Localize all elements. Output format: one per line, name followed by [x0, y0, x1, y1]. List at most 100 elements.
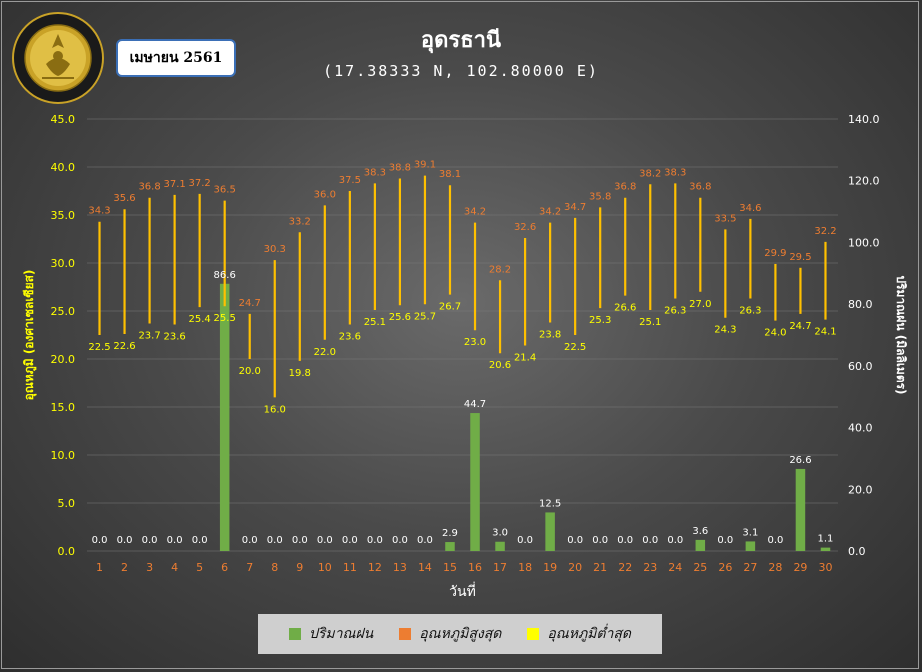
x-axis-title: วันที่ — [449, 582, 476, 600]
x-tick-label: 11 — [343, 561, 357, 574]
legend-swatch-rain — [288, 628, 301, 640]
rain-label: 0.0 — [317, 535, 333, 546]
chart-title: อุดรธานี — [420, 28, 502, 53]
min-temp-label: 23.6 — [163, 331, 185, 342]
max-temp-label: 34.2 — [464, 207, 486, 218]
rain-label: 0.0 — [392, 535, 408, 546]
x-tick-label: 19 — [543, 561, 557, 574]
rain-label: 0.0 — [292, 535, 308, 546]
y-left-tick-label: 40.0 — [51, 161, 76, 174]
max-temp-label: 36.0 — [314, 189, 336, 200]
min-temp-label: 24.3 — [714, 325, 736, 336]
y-left-tick-label: 25.0 — [51, 305, 76, 318]
min-temp-label: 25.1 — [364, 317, 386, 328]
min-temp-label: 25.7 — [414, 311, 436, 322]
min-temp-label: 26.3 — [664, 306, 686, 317]
x-tick-label: 28 — [768, 561, 782, 574]
rain-label: 26.6 — [789, 455, 811, 466]
y-right-tick-label: 140.0 — [848, 113, 880, 126]
y-left-tick-label: 20.0 — [51, 353, 76, 366]
legend-label-rain: ปริมาณฝน — [308, 626, 374, 642]
min-temp-label: 25.4 — [189, 314, 211, 325]
y-right-tick-label: 0.0 — [848, 545, 866, 558]
min-temp-label: 16.0 — [264, 404, 286, 415]
min-temp-label: 23.8 — [539, 330, 561, 341]
max-temp-label: 33.5 — [714, 213, 736, 224]
rain-label: 3.0 — [492, 528, 508, 539]
max-temp-label: 39.1 — [414, 160, 436, 171]
rain-label: 44.7 — [464, 399, 486, 410]
rain-bar — [695, 539, 706, 551]
y-left-tick-label: 35.0 — [51, 209, 76, 222]
meteorological-department-logo — [12, 12, 104, 104]
max-temp-label: 28.2 — [489, 264, 511, 275]
rain-label: 0.0 — [617, 535, 633, 546]
y-right-tick-label: 20.0 — [848, 483, 873, 496]
rain-label: 0.0 — [667, 535, 683, 546]
rain-bar — [495, 541, 505, 551]
min-temp-label: 22.6 — [113, 341, 135, 352]
x-tick-label: 7 — [246, 561, 253, 574]
x-tick-label: 29 — [793, 561, 807, 574]
min-temp-label: 22.5 — [564, 342, 586, 353]
min-temp-label: 23.0 — [464, 337, 486, 348]
max-temp-label: 32.2 — [814, 226, 836, 237]
min-temp-label: 25.5 — [214, 313, 236, 324]
x-tick-label: 6 — [221, 561, 228, 574]
rain-bar — [470, 413, 480, 551]
y-left-tick-label: 5.0 — [58, 497, 76, 510]
y-left-tick-label: 45.0 — [51, 113, 76, 126]
x-tick-label: 16 — [468, 561, 482, 574]
rain-bar — [445, 542, 455, 551]
y-right-tick-label: 120.0 — [848, 175, 880, 188]
x-tick-label: 12 — [368, 561, 382, 574]
x-tick-label: 22 — [618, 561, 632, 574]
min-temp-label: 20.0 — [239, 366, 261, 377]
x-tick-label: 17 — [493, 561, 507, 574]
x-tick-label: 26 — [718, 561, 732, 574]
min-temp-label: 25.1 — [639, 317, 661, 328]
rain-label: 0.0 — [417, 535, 433, 546]
min-temp-label: 25.3 — [589, 315, 611, 326]
x-tick-label: 3 — [146, 561, 153, 574]
month-label: เมษายน 2561 — [116, 39, 236, 77]
y-left-tick-label: 0.0 — [58, 545, 76, 558]
x-tick-label: 23 — [643, 561, 657, 574]
rain-label: 0.0 — [367, 535, 383, 546]
rain-label: 0.0 — [267, 535, 283, 546]
x-tick-label: 18 — [518, 561, 532, 574]
max-temp-label: 38.2 — [639, 168, 661, 179]
rain-label: 0.0 — [192, 535, 208, 546]
legend-swatch-max-temp — [399, 628, 412, 640]
x-tick-label: 1 — [96, 561, 103, 574]
min-temp-label: 22.5 — [88, 342, 110, 353]
y-left-tick-label: 30.0 — [51, 257, 76, 270]
y-right-tick-label: 100.0 — [848, 236, 880, 249]
min-temp-label: 24.7 — [789, 321, 811, 332]
rain-label: 12.5 — [539, 498, 561, 509]
x-tick-label: 2 — [121, 561, 128, 574]
max-temp-label: 37.1 — [163, 179, 185, 190]
x-tick-label: 21 — [593, 561, 607, 574]
y-right-tick-label: 60.0 — [848, 360, 873, 373]
max-temp-label: 37.5 — [339, 175, 361, 186]
y-left-axis-title: อุณหภูมิ (องศาเซลเซียส) — [22, 270, 37, 401]
rain-bar — [795, 468, 806, 551]
max-temp-label: 38.3 — [664, 167, 686, 178]
chart-subtitle: (17.38333 N, 102.80000 E) — [323, 62, 599, 80]
x-tick-label: 4 — [171, 561, 178, 574]
x-tick-label: 14 — [418, 561, 432, 574]
max-temp-label: 34.7 — [564, 202, 586, 213]
x-tick-label: 5 — [196, 561, 203, 574]
min-temp-label: 26.7 — [439, 302, 461, 313]
legend-item-max-temp: อุณหภูมิสูงสุด — [399, 623, 501, 645]
min-temp-label: 20.6 — [489, 360, 511, 371]
legend-swatch-min-temp — [527, 628, 540, 640]
rain-label: 0.0 — [142, 535, 158, 546]
rain-label: 0.0 — [592, 535, 608, 546]
legend-label-max-temp: อุณหภูมิสูงสุด — [419, 626, 502, 642]
y-left-tick-label: 15.0 — [51, 401, 76, 414]
rain-label: 0.0 — [767, 535, 783, 546]
rain-bar — [820, 547, 831, 551]
